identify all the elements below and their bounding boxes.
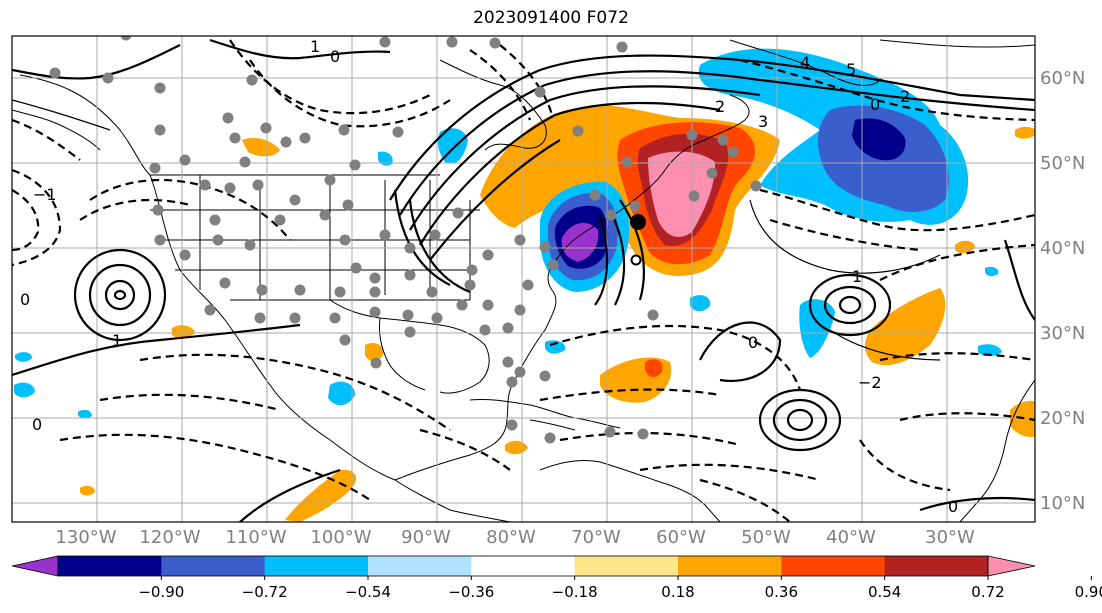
contour-label-4: 4 [800, 53, 810, 72]
lat-label: 10°N [1040, 493, 1085, 514]
colorbar-extend-low [11, 555, 59, 577]
contour-label-neg2: −2 [858, 373, 882, 392]
colorbar-tick-label: −0.72 [242, 583, 288, 601]
contour-label-0b: 0 [870, 95, 880, 114]
lat-label: 30°N [1040, 323, 1085, 344]
contour-label-5: 5 [846, 60, 856, 79]
lon-label: 130°W [55, 527, 116, 548]
colorbar-bin [368, 556, 472, 576]
colorbar-border [57, 555, 989, 577]
colorbar-tick-label: −0.90 [138, 583, 184, 601]
low-center-marker [630, 254, 642, 266]
contour-label-0c: 0 [32, 415, 42, 434]
map-frame [11, 35, 1036, 523]
lat-label: 50°N [1040, 153, 1085, 174]
contour-label-2b: 2 [900, 87, 910, 106]
storm-center-marker [630, 214, 646, 230]
colorbar-tick-label: 0.18 [661, 583, 694, 601]
contour-label-3: 3 [758, 112, 768, 131]
contour-label-2: 2 [715, 97, 725, 116]
lon-label: 110°W [225, 527, 286, 548]
latitude-labels: 60°N 50°N 40°N 30°N 20°N 10°N [1040, 68, 1085, 514]
lat-label: 60°N [1040, 68, 1085, 89]
colorbar-tick-label: 0.36 [765, 583, 798, 601]
lon-label: 60°W [656, 527, 706, 548]
colorbar-tick-label: 0.72 [971, 583, 1004, 601]
colorbar-bin [678, 556, 782, 576]
colorbar-tick-label: 0.54 [868, 583, 901, 601]
thin-contours [12, 99, 941, 361]
lon-label: 90°W [401, 527, 451, 548]
contour-label-0f: 0 [748, 333, 758, 352]
station-markers [49, 36, 762, 444]
colorbar-tick-label: −0.18 [552, 583, 598, 601]
contour-label-0: 0 [330, 47, 340, 66]
contour-label-neg1: −1 [33, 185, 57, 204]
lon-label: 100°W [310, 527, 371, 548]
lon-label: 50°W [741, 527, 791, 548]
lon-label: 30°W [925, 527, 975, 548]
lon-label: 120°W [139, 527, 200, 548]
contour-label-1b: 1 [112, 331, 122, 350]
colorbar-extend-high [987, 555, 1036, 577]
contour-label-0d: 0 [20, 290, 30, 309]
colorbar-bin [574, 556, 679, 576]
colorbar [11, 555, 1036, 577]
colorbar-bin [471, 556, 576, 576]
colorbar-bin [884, 556, 989, 576]
map-title: 2023091400 F072 [473, 8, 629, 28]
colorbar-bin [161, 556, 266, 576]
longitude-labels: 130°W 120°W 110°W 100°W 90°W 80°W 70°W 6… [55, 527, 975, 548]
colorbar-tick-label: 0.90 [1075, 583, 1102, 601]
colorbar-ticks: −0.90 −0.72 −0.54 −0.36 −0.18 0.18 0.36 0.54 0.7… [138, 576, 1102, 601]
lat-label: 20°N [1040, 408, 1085, 429]
colorbar-tick-label: −0.36 [448, 583, 494, 601]
colorbar-bin [58, 556, 162, 576]
colorbar-bin [264, 556, 369, 576]
lon-label: 80°W [486, 527, 536, 548]
lon-label: 70°W [571, 527, 621, 548]
lon-label: 40°W [826, 527, 876, 548]
contour-label-1: 1 [310, 37, 320, 56]
contour-label-0e: 0 [948, 497, 958, 516]
dashed-contours [12, 39, 1035, 522]
contour-labels: 1 0 2 3 −1 −2 4 5 0 2 0 1 0 1 0 0 [20, 37, 958, 516]
solid-contours [12, 38, 1035, 522]
lat-label: 40°N [1040, 238, 1085, 259]
contour-label-1c: 1 [852, 267, 862, 286]
colorbar-tick-label: −0.54 [345, 583, 391, 601]
colorbar-bin [781, 556, 886, 576]
